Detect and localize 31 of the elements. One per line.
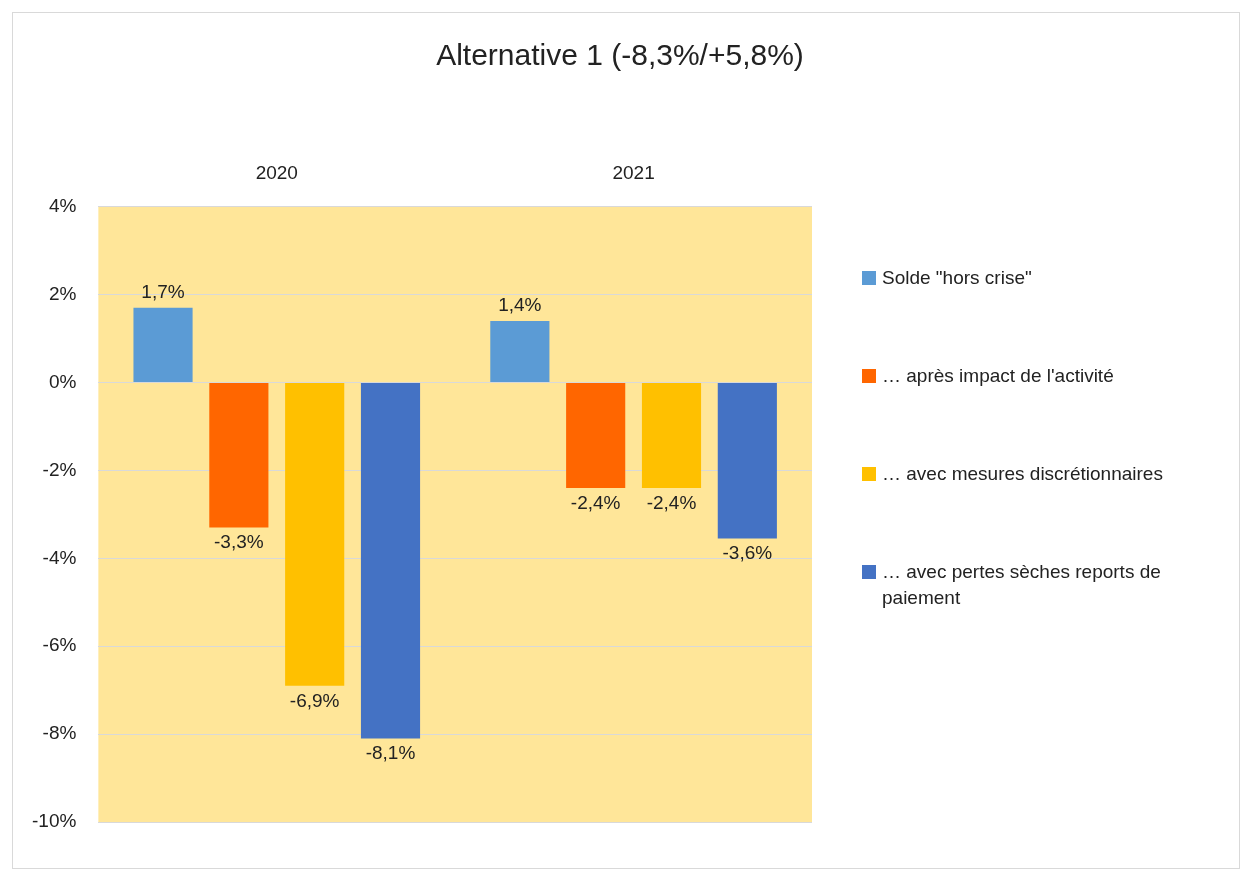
bar	[566, 383, 626, 489]
legend-label: Solde "hors crise"	[882, 266, 1032, 290]
x-tick-label: 2021	[612, 161, 655, 183]
legend-label: … après impact de l'activité	[882, 364, 1114, 388]
data-label: 1,7%	[141, 280, 185, 302]
bar	[717, 383, 777, 539]
y-tick-label: -6%	[42, 634, 77, 656]
legend-label: … avec mesures discrétionnaires	[882, 462, 1163, 486]
y-tick-label: -4%	[42, 546, 77, 568]
y-tick-label: -2%	[42, 458, 77, 480]
data-label: 1,4%	[498, 293, 542, 315]
bar	[133, 307, 193, 383]
chart-title: Alternative 1 (-8,3%/+5,8%)	[435, 38, 805, 72]
data-label: -3,6%	[722, 542, 773, 564]
data-label: -6,9%	[289, 689, 340, 711]
data-label: -3,3%	[214, 531, 264, 553]
data-label: -2,4%	[646, 491, 697, 513]
y-tick-label: -8%	[42, 722, 77, 744]
bar	[285, 383, 345, 686]
bar	[209, 383, 269, 528]
y-tick-label: 2%	[48, 282, 77, 304]
y-tick-label: -10%	[32, 810, 77, 832]
bar	[360, 383, 421, 739]
legend-label: … avec pertes sèches reports de paiement	[882, 560, 1162, 610]
y-tick-label: 0%	[48, 370, 77, 392]
data-label: -2,4%	[570, 491, 621, 513]
y-tick-label: 4%	[48, 195, 77, 217]
x-tick-label: 2020	[255, 161, 298, 183]
bar	[641, 383, 702, 489]
bar	[490, 321, 550, 383]
data-label: -8,1%	[365, 742, 416, 764]
